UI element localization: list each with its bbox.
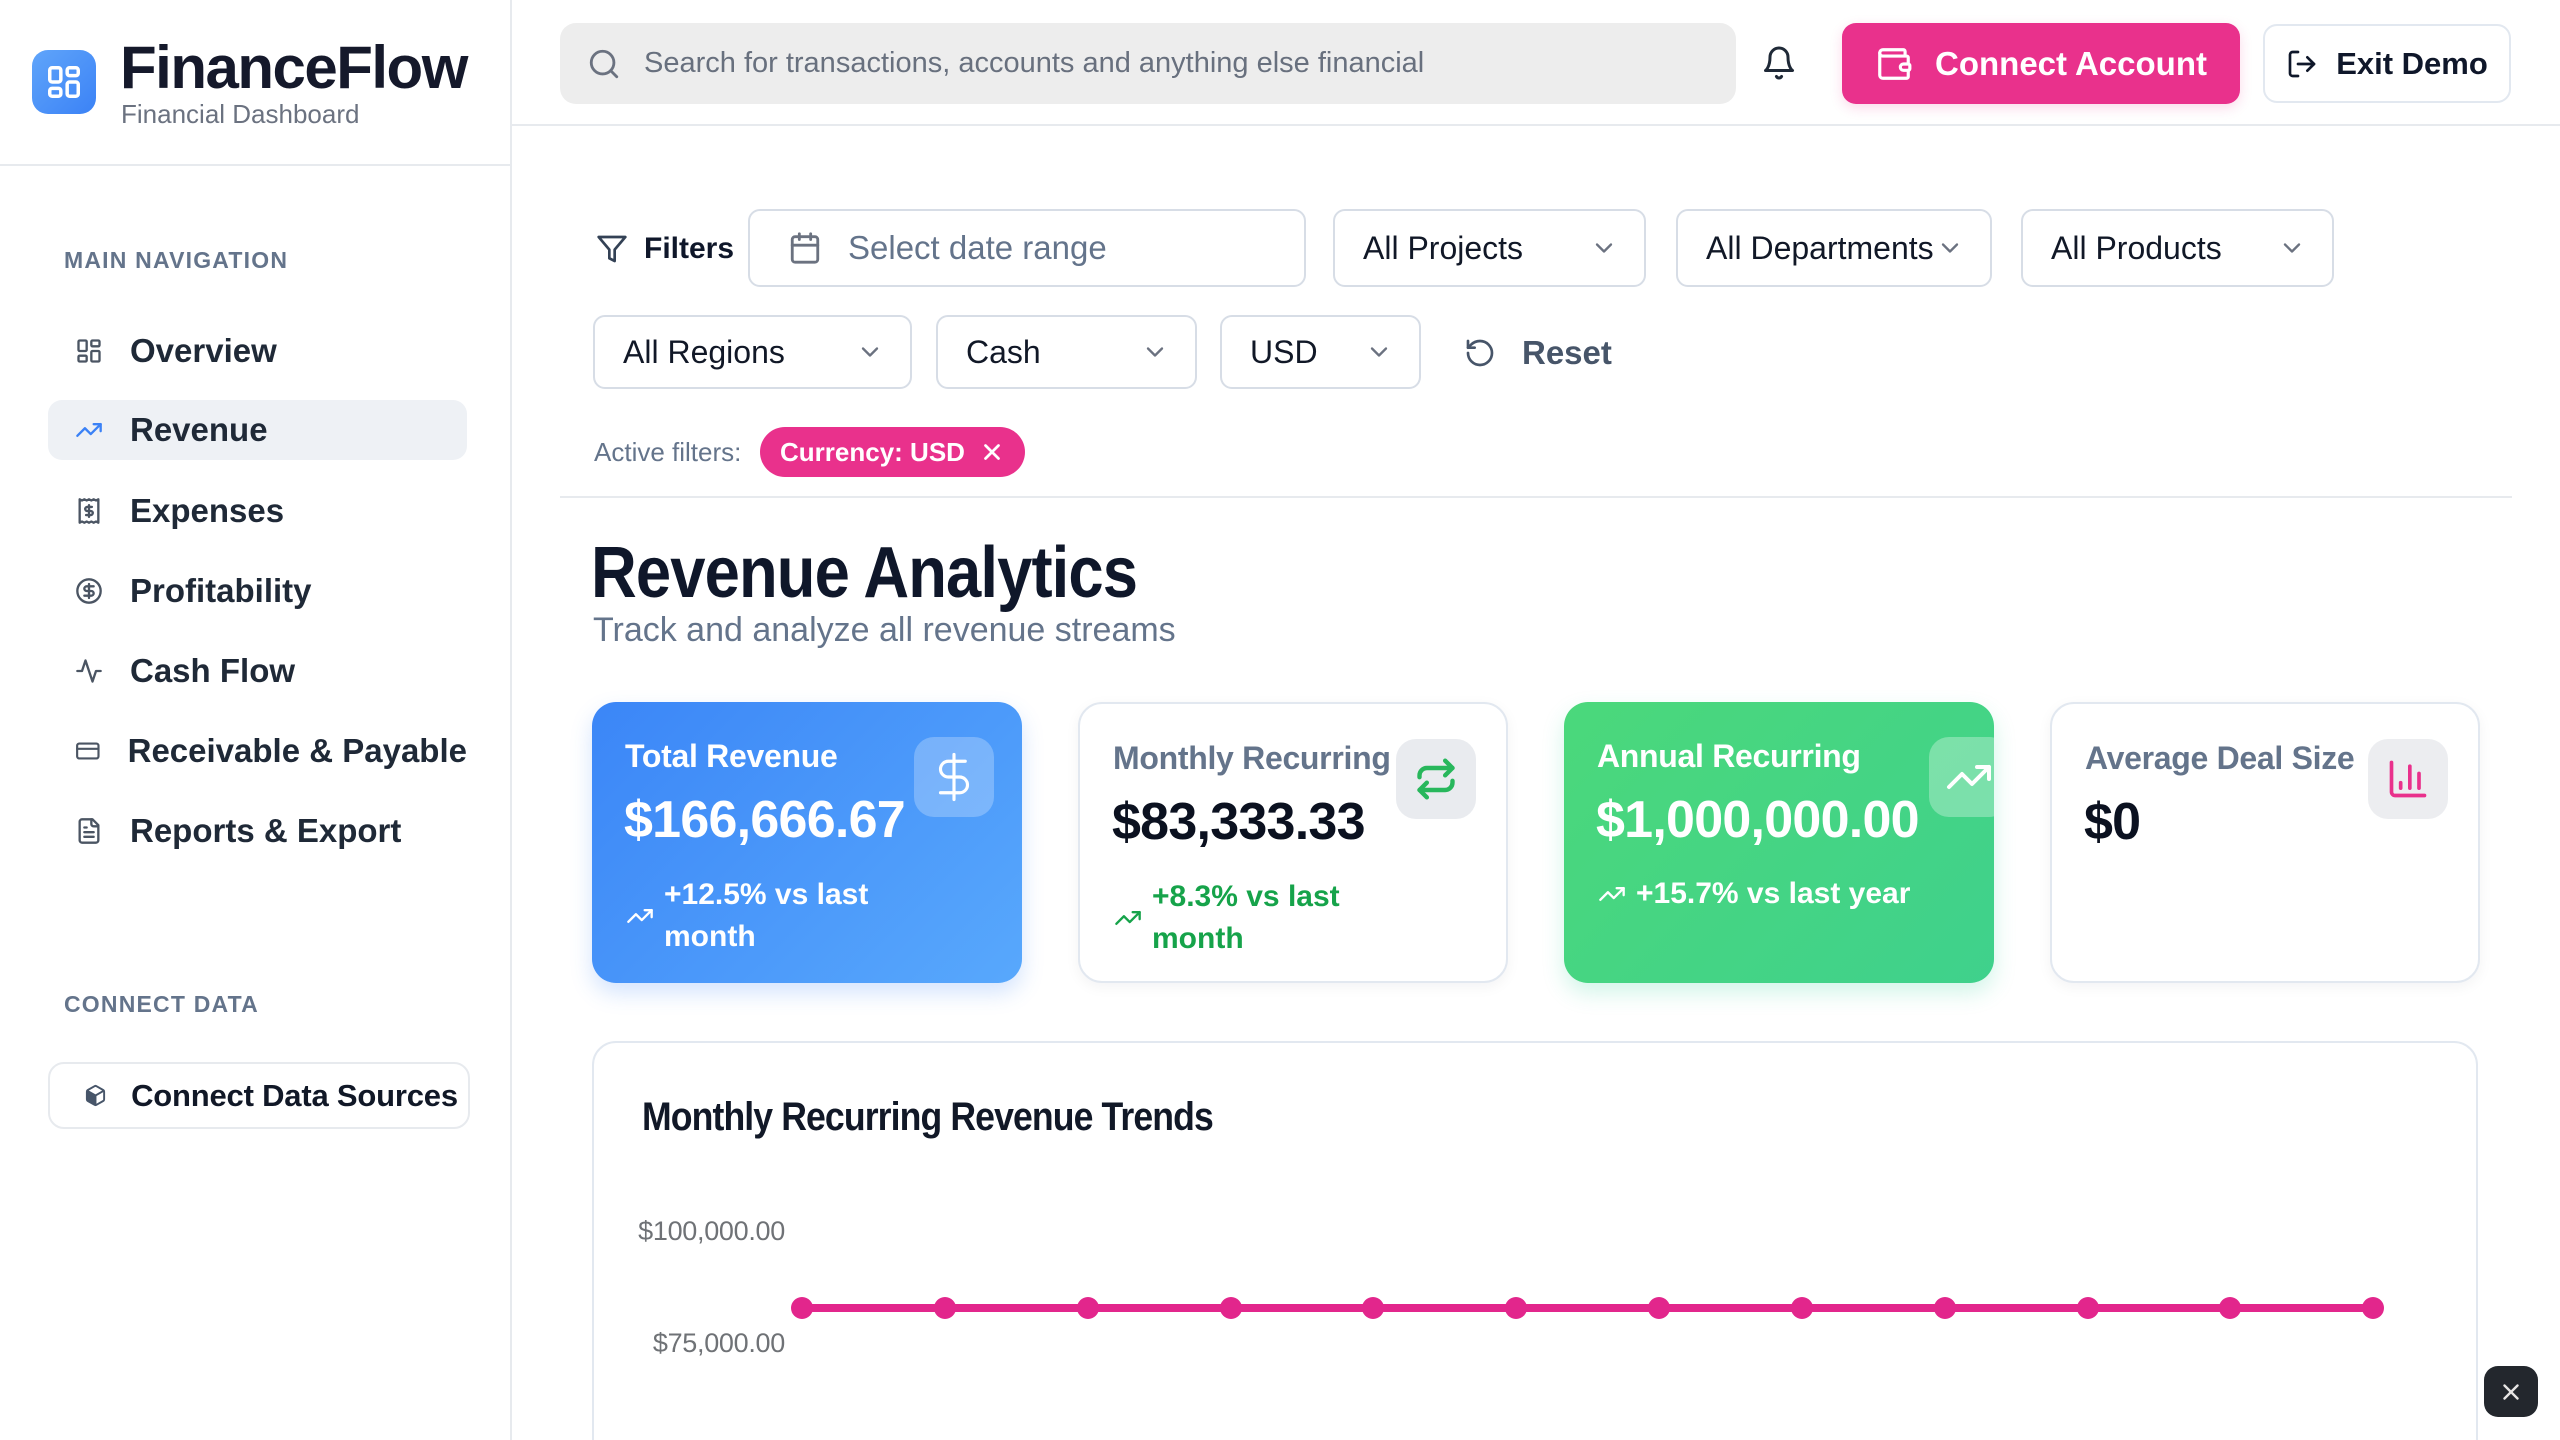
svg-text:$100,000.00: $100,000.00 — [638, 1216, 785, 1246]
svg-text:$50,000.00: $50,000.00 — [653, 1438, 785, 1440]
svg-text:$75,000.00: $75,000.00 — [653, 1328, 785, 1358]
